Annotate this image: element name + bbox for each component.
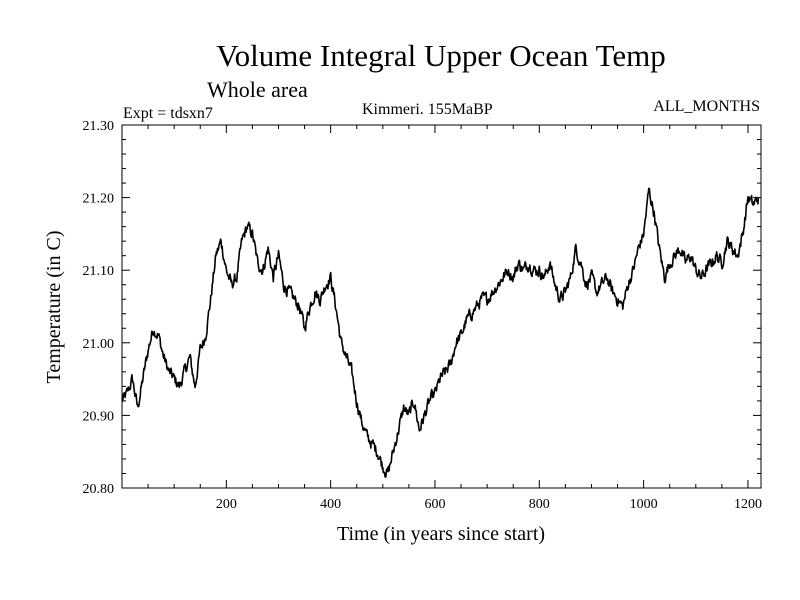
y-tick-labels: 20.80 20.90 21.00 21.10 21.20 21.30 bbox=[83, 119, 115, 497]
months-label: ALL_MONTHS bbox=[653, 98, 760, 115]
y-tick-label: 20.90 bbox=[83, 409, 115, 424]
y-tick-label: 21.00 bbox=[83, 337, 115, 352]
period-label: Kimmeri. 155MaBP bbox=[362, 101, 493, 118]
plot-frame bbox=[121, 124, 762, 489]
x-tick-label: 800 bbox=[529, 497, 550, 512]
y-axis-label: Temperature (in C) bbox=[43, 231, 65, 384]
y-tick-label: 21.20 bbox=[83, 192, 115, 207]
x-axis-label: Time (in years since start) bbox=[337, 523, 545, 545]
x-tick-label: 1200 bbox=[734, 497, 762, 512]
x-tick-labels: 200 400 600 800 1000 1200 bbox=[216, 497, 762, 512]
chart-title: Volume Integral Upper Ocean Temp bbox=[216, 38, 666, 73]
temperature-series-line bbox=[121, 187, 760, 478]
y-tick-label: 21.30 bbox=[83, 119, 115, 134]
expt-label: Expt = tdsxn7 bbox=[123, 105, 213, 122]
y-tick-label: 20.80 bbox=[83, 482, 115, 497]
chart-subtitle: Whole area bbox=[207, 77, 308, 102]
x-tick-label: 200 bbox=[216, 497, 237, 512]
x-tick-label: 1000 bbox=[630, 497, 658, 512]
x-tick-label: 600 bbox=[424, 497, 445, 512]
axis-ticks bbox=[122, 124, 761, 489]
y-tick-label: 21.10 bbox=[83, 264, 115, 279]
x-tick-label: 400 bbox=[320, 497, 341, 512]
